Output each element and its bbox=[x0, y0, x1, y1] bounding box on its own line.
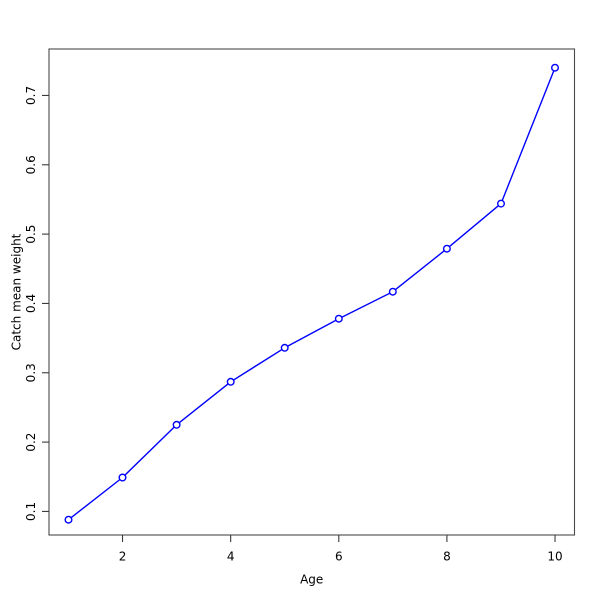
y-tick-label: 0.6 bbox=[24, 155, 38, 174]
x-tick-label: 10 bbox=[547, 550, 562, 564]
data-series bbox=[64, 63, 560, 524]
y-tick-label: 0.1 bbox=[24, 502, 38, 521]
data-point bbox=[64, 515, 73, 524]
y-tick-label: 0.3 bbox=[24, 363, 38, 382]
data-point bbox=[226, 377, 235, 386]
x-tick-label: 8 bbox=[443, 550, 451, 564]
y-tick-label: 0.5 bbox=[24, 225, 38, 244]
data-point bbox=[280, 343, 289, 352]
data-point bbox=[388, 287, 397, 296]
x-axis-ticks: 2 4 6 8 10 bbox=[119, 535, 563, 564]
y-tick-label: 0.4 bbox=[24, 294, 38, 313]
y-tick-label: 0.7 bbox=[24, 86, 38, 105]
plot-border bbox=[48, 48, 576, 536]
data-point bbox=[172, 420, 181, 429]
x-tick-label: 6 bbox=[335, 550, 343, 564]
data-point bbox=[334, 314, 343, 323]
x-tick-label: 2 bbox=[119, 550, 127, 564]
series-line bbox=[68, 67, 556, 521]
data-point bbox=[118, 473, 127, 482]
y-axis-title: Catch mean weight bbox=[10, 233, 24, 350]
x-tick-label: 4 bbox=[227, 550, 235, 564]
data-point bbox=[497, 199, 506, 208]
data-point bbox=[442, 244, 451, 253]
y-tick-label: 0.2 bbox=[24, 433, 38, 452]
data-point bbox=[551, 63, 560, 72]
x-axis-title: Age bbox=[300, 573, 323, 587]
y-axis-ticks: 0.1 0.2 0.3 0.4 0.5 0.6 0.7 bbox=[24, 86, 49, 521]
